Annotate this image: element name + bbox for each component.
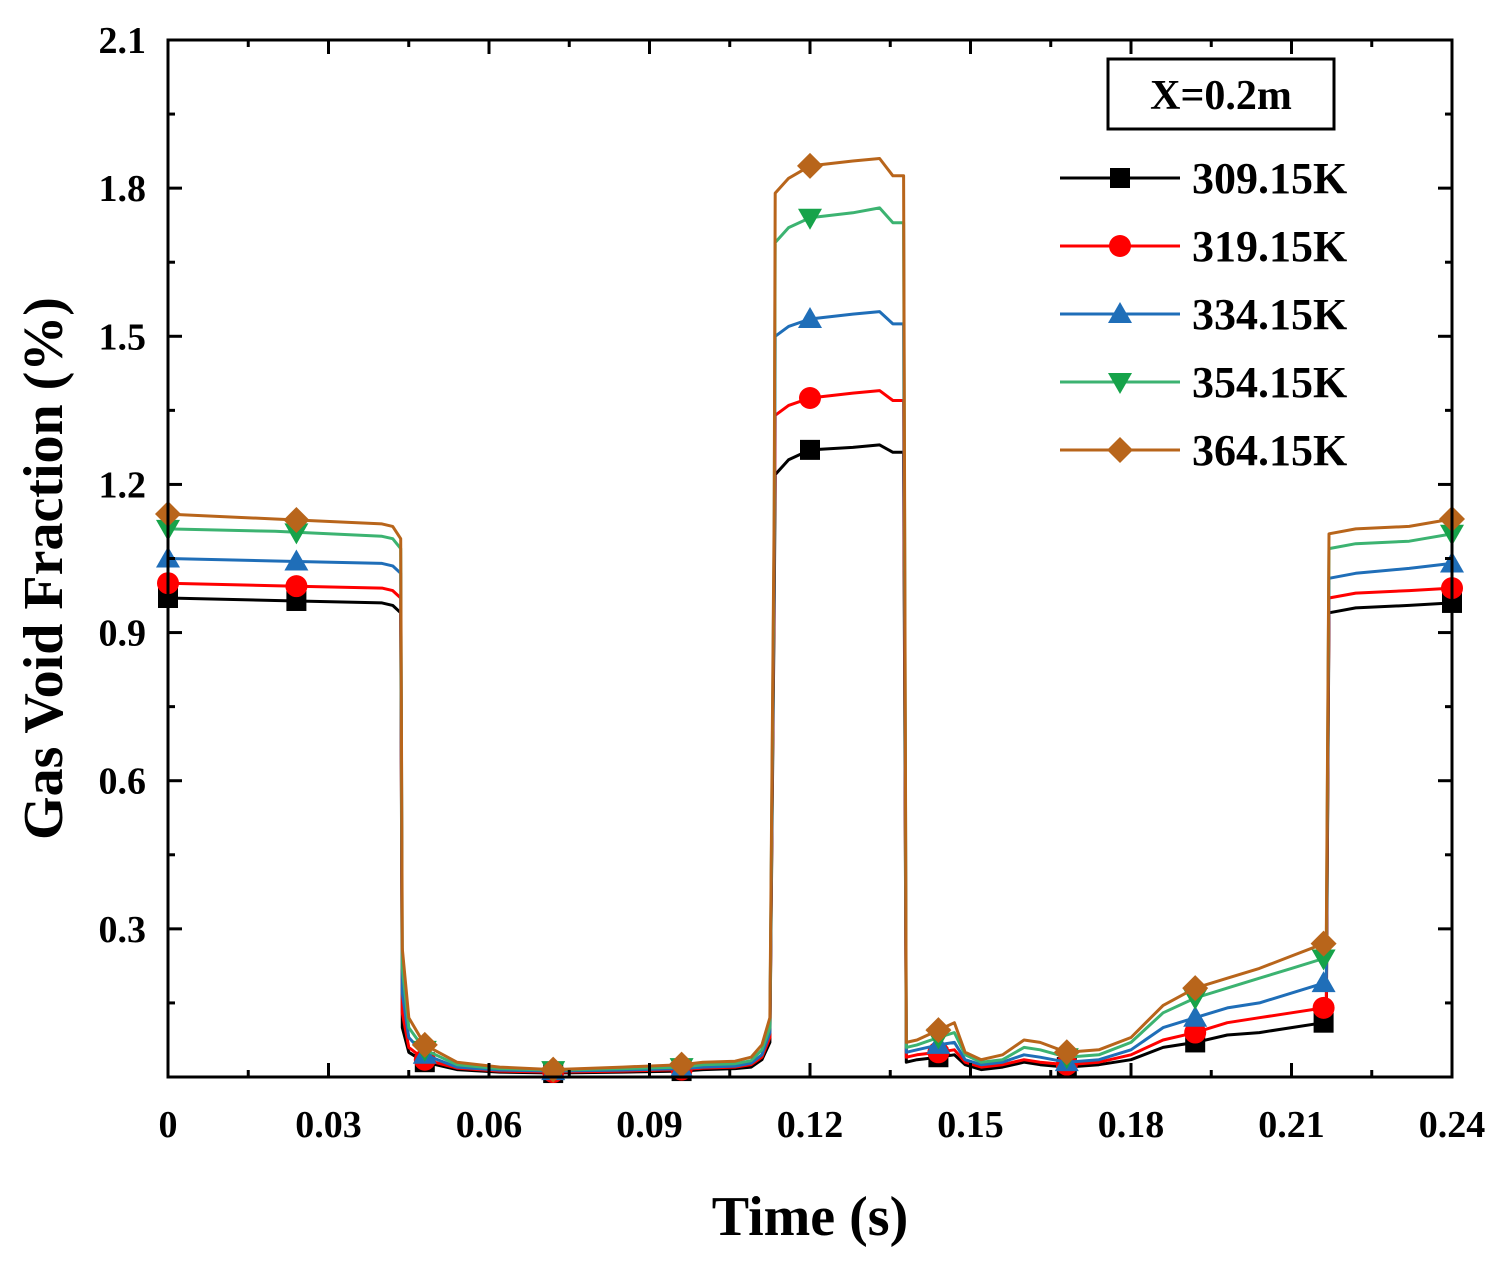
y-tick-label-5: 1.8 xyxy=(99,168,147,210)
x-tick-label-0: 0 xyxy=(159,1104,178,1146)
data-point-334.15K-9 xyxy=(1311,971,1336,993)
data-point-319.15K-8 xyxy=(1184,1021,1207,1044)
legend-label-319.15K: 319.15K xyxy=(1192,222,1347,271)
x-axis-title: Time (s) xyxy=(712,1186,909,1248)
x-tick-label-1: 0.03 xyxy=(295,1104,362,1146)
legend-marker-309.15K xyxy=(1110,168,1130,188)
data-point-334.15K-5 xyxy=(798,307,822,329)
data-point-364.15K-5 xyxy=(797,152,823,179)
x-tick-label-2: 0.06 xyxy=(456,1104,523,1146)
data-point-319.15K-5 xyxy=(799,387,821,410)
y-tick-label-6: 2.1 xyxy=(99,20,147,62)
data-point-364.15K-8 xyxy=(1182,975,1209,1002)
data-point-354.15K-5 xyxy=(798,208,822,230)
legend-label-309.15K: 309.15K xyxy=(1192,154,1347,203)
data-point-354.15K-1 xyxy=(284,523,309,545)
legend-label-354.15K: 354.15K xyxy=(1192,358,1347,407)
y-tick-label-0: 0.3 xyxy=(99,909,147,951)
x-tick-label-4: 0.12 xyxy=(777,1104,844,1146)
y-tick-label-1: 0.6 xyxy=(99,761,147,803)
annotation-label: X=0.2m xyxy=(1150,73,1292,119)
data-point-354.15K-9 xyxy=(1311,949,1336,971)
legend: X=0.2m 309.15K 319.15K 334.15K 354.15K 364.15… xyxy=(1060,57,1347,475)
annotation-box xyxy=(1106,57,1336,131)
legend-label-334.15K: 334.15K xyxy=(1192,290,1347,339)
legend-entry-334.15K: 334.15K xyxy=(1060,290,1347,339)
y-tick-label-4: 1.5 xyxy=(99,316,147,358)
x-tick-label-8: 0.24 xyxy=(1419,1104,1486,1146)
legend-entry-319.15K: 319.15K xyxy=(1060,222,1347,271)
series-markers-319.15K xyxy=(157,387,1463,1084)
series-markers-354.15K xyxy=(156,208,1464,1083)
data-point-364.15K-4 xyxy=(668,1051,695,1078)
data-point-364.15K-2 xyxy=(411,1031,438,1058)
x-tick-label-3: 0.09 xyxy=(616,1104,683,1146)
legend-entry-309.15K: 309.15K xyxy=(1060,154,1347,203)
data-point-364.15K-1 xyxy=(283,506,310,533)
series-354.15K xyxy=(168,206,1452,1072)
x-tick-label-7: 0.21 xyxy=(1258,1104,1325,1146)
series-line-354.15K xyxy=(168,206,1452,1072)
data-point-309.15K-5 xyxy=(800,439,820,460)
series-line-364.15K xyxy=(168,157,1452,1072)
data-point-364.15K-7 xyxy=(1053,1039,1080,1066)
data-point-319.15K-9 xyxy=(1312,996,1335,1019)
series-line-334.15K xyxy=(168,310,1452,1073)
data-point-364.15K-9 xyxy=(1310,930,1337,957)
legend-entry-354.15K: 354.15K xyxy=(1060,358,1347,407)
axes: 0 0.03 0.06 0.09 0.12 0.15 0.18 0.21 0.24 0.3 0.6 0… xyxy=(13,20,1485,1248)
y-axis-title: Gas Void Fraction (%) xyxy=(13,297,75,840)
data-point-364.15K-6 xyxy=(925,1017,952,1044)
data-point-309.15K-1 xyxy=(286,590,307,611)
legend-marker-319.15K xyxy=(1109,235,1131,257)
series-334.15K xyxy=(168,310,1452,1073)
y-tick-label-2: 0.9 xyxy=(99,613,147,655)
x-tick-label-5: 0.15 xyxy=(937,1104,1004,1146)
legend-entry-364.15K: 364.15K xyxy=(1060,426,1347,475)
data-point-334.15K-8 xyxy=(1183,1005,1208,1027)
legend-label-364.15K: 364.15K xyxy=(1192,426,1347,475)
data-point-334.15K-1 xyxy=(284,549,309,571)
legend-marker-364.15K xyxy=(1107,437,1133,463)
x-tick-label-6: 0.18 xyxy=(1098,1104,1165,1146)
y-tick-label-3: 1.2 xyxy=(99,464,147,506)
data-point-319.15K-1 xyxy=(285,575,308,598)
legend-marker-354.15K xyxy=(1108,373,1132,394)
data-point-309.15K-9 xyxy=(1313,1012,1334,1033)
legend-marker-334.15K xyxy=(1108,302,1132,323)
series-364.15K xyxy=(168,157,1452,1072)
plot-area xyxy=(155,152,1465,1084)
